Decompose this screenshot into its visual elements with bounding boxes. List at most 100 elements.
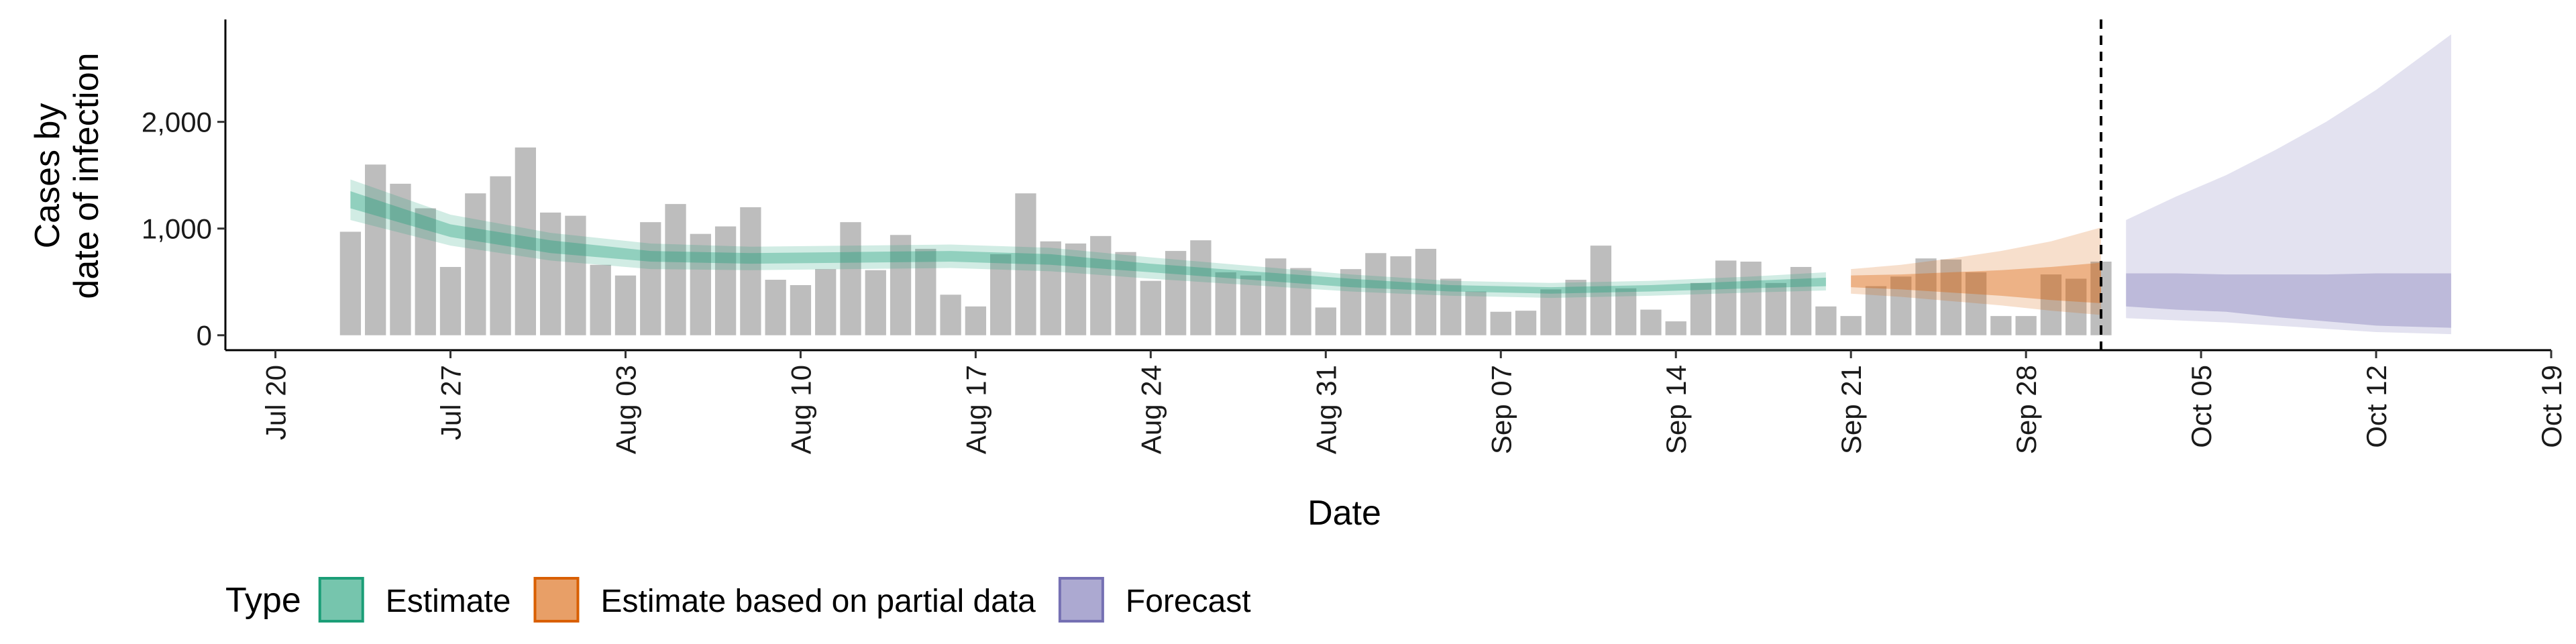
bar: [1915, 258, 1937, 335]
bar: [1140, 280, 1162, 335]
ribbon-50: [1851, 262, 2101, 304]
bar: [690, 233, 711, 335]
ribbon-50: [2126, 273, 2451, 328]
x-tick-label: Oct 05: [2186, 365, 2217, 448]
bar: [1940, 259, 1962, 335]
ribbon-90: [1851, 227, 2101, 315]
bar: [1040, 241, 1061, 335]
bar: [1815, 306, 1837, 335]
bar: [490, 176, 511, 335]
bar: [1290, 268, 1311, 335]
x-tick-label: Sep 07: [1485, 365, 1517, 454]
legend-title: Type: [225, 581, 301, 620]
legend-swatch: [1058, 577, 1104, 623]
x-tick-label: Sep 28: [2010, 365, 2042, 454]
legend-label: Forecast: [1126, 584, 1251, 619]
bar: [1615, 288, 1637, 335]
bar: [1640, 309, 1662, 335]
bar: [1515, 311, 1537, 335]
bar: [1965, 272, 1987, 335]
bar: [2015, 316, 2037, 335]
legend-swatch: [318, 577, 364, 623]
bar: [465, 193, 486, 335]
bar: [1865, 286, 1887, 335]
x-tick-label: Aug 03: [610, 365, 641, 454]
bar: [1340, 269, 1362, 335]
bar: [1690, 282, 1712, 335]
bar: [965, 306, 987, 335]
x-tick-label: Jul 20: [260, 365, 292, 440]
bar: [365, 164, 386, 335]
x-tick-label: Aug 24: [1135, 365, 1167, 454]
ribbon-90: [350, 179, 1826, 299]
bar: [1540, 289, 1562, 335]
bar: [815, 269, 837, 335]
x-tick-label: Jul 27: [435, 365, 467, 440]
bar: [890, 235, 912, 335]
legend-label: Estimate: [386, 584, 511, 619]
bar: [2040, 274, 2062, 335]
bar: [1765, 282, 1786, 335]
bar: [940, 294, 961, 335]
x-tick-label: Sep 21: [1835, 365, 1867, 454]
bar: [614, 275, 637, 335]
bar: [1190, 240, 1212, 335]
bar: [390, 183, 411, 335]
bar: [1065, 243, 1087, 335]
bar: [1315, 307, 1336, 335]
bar: [1015, 193, 1036, 335]
bar: [590, 264, 611, 335]
bar: [1465, 291, 1487, 335]
x-tick-label: Aug 10: [785, 365, 816, 454]
x-tick-label: Aug 17: [960, 365, 991, 454]
bar: [865, 270, 886, 335]
bar: [714, 226, 737, 335]
bar: [1790, 266, 1812, 335]
bar: [640, 222, 661, 335]
bar: [439, 266, 462, 335]
x-tick-label: Aug 31: [1310, 365, 1342, 454]
bar: [915, 248, 936, 335]
bar: [1490, 311, 1511, 335]
bar: [1115, 252, 1136, 335]
bar: [515, 147, 537, 335]
bar: [1215, 272, 1236, 335]
bar: [740, 207, 761, 335]
bar: [1365, 253, 1387, 335]
bar: [1890, 276, 1912, 335]
bar: [1440, 278, 1462, 335]
x-tick-label: Oct 19: [2536, 365, 2567, 448]
bar: [1740, 262, 1762, 335]
y-tick-label: 1,000: [142, 213, 212, 245]
bar: [840, 222, 861, 335]
bar: [1665, 321, 1686, 335]
bar: [565, 215, 586, 335]
legend-swatch: [533, 577, 580, 623]
y-axis-title: Cases by: [28, 103, 67, 249]
bar: [665, 204, 686, 335]
bar: [765, 280, 786, 335]
ribbon-90: [2126, 34, 2451, 335]
bar: [1990, 316, 2012, 335]
bar: [990, 254, 1012, 335]
bar: [1240, 275, 1262, 335]
y-axis-title: date of infection: [67, 52, 106, 299]
bar: [1265, 258, 1287, 335]
bar: [1715, 260, 1737, 335]
bar: [415, 208, 436, 335]
bar: [1165, 251, 1187, 335]
x-tick-label: Sep 14: [1660, 365, 1692, 454]
bar: [1840, 316, 1862, 335]
bar: [339, 231, 362, 335]
bar: [539, 212, 561, 335]
x-tick-label: Oct 12: [2361, 365, 2392, 448]
legend-label: Estimate based on partial data: [600, 584, 1036, 619]
bar: [1090, 235, 1112, 335]
y-tick-label: 2,000: [142, 107, 212, 138]
bar: [790, 284, 812, 335]
bar: [2065, 278, 2087, 335]
bar: [1565, 280, 1587, 335]
x-axis-title: Date: [1307, 494, 1381, 533]
